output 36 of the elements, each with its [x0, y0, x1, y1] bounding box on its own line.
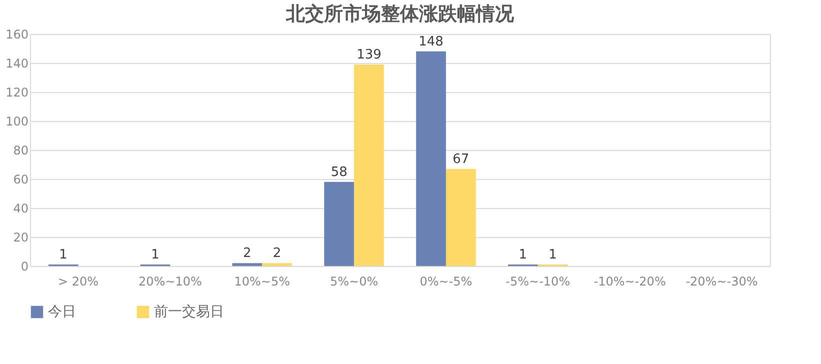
data-label: 2: [243, 246, 252, 262]
y-tick-label: 40: [13, 202, 28, 216]
y-tick-label: 120: [6, 86, 28, 100]
x-tick-label: -20%~-30%: [686, 274, 758, 288]
data-label: 1: [548, 248, 557, 263]
data-label: 2: [272, 246, 282, 262]
x-tick-label: -10%~-20%: [594, 274, 666, 288]
legend-label: 前一交易日: [154, 304, 224, 320]
y-tick-label: 160: [6, 28, 28, 42]
bar: [232, 263, 262, 266]
legend-label: 今日: [48, 304, 76, 320]
x-tick-label: -5%~-10%: [506, 274, 570, 288]
data-label: 67: [452, 152, 470, 167]
bar: [446, 168, 476, 266]
bar: [416, 51, 446, 266]
data-label: 139: [356, 47, 382, 62]
y-tick-label: 100: [6, 114, 28, 128]
data-label: 148: [418, 34, 444, 50]
bar: [354, 64, 384, 266]
x-tick-label: > 20%: [58, 274, 99, 288]
data-label: 1: [151, 248, 160, 263]
x-tick-label: 0%~-5%: [420, 274, 472, 288]
y-tick-label: 140: [6, 56, 28, 70]
y-tick-label: 60: [13, 172, 28, 186]
y-tick-label: 0: [20, 260, 28, 274]
x-tick-label: 20%~10%: [138, 274, 202, 288]
y-tick-label: 80: [13, 144, 28, 158]
x-tick-label: 5%~0%: [330, 274, 378, 288]
bar: [324, 182, 354, 266]
y-tick-label: 20: [13, 230, 28, 244]
data-label: 1: [518, 248, 528, 263]
data-label: 58: [330, 164, 348, 180]
bar: [262, 263, 292, 266]
chart-title: 北交所市场整体涨跌幅情况: [285, 3, 515, 25]
data-label: 1: [59, 248, 68, 263]
x-tick-label: 10%~5%: [234, 274, 290, 288]
